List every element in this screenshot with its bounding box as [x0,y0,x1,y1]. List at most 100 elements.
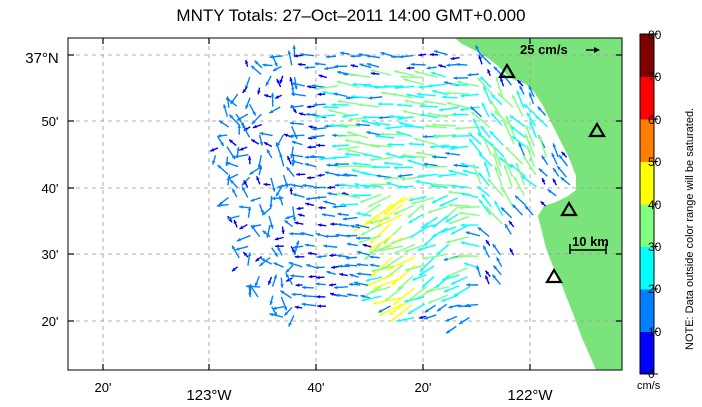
current-vector [256,175,261,185]
current-vector [304,243,315,247]
current-vector [241,124,251,138]
current-vector [242,86,248,94]
scale-bar: 10 km [569,234,609,254]
current-vector [209,147,219,152]
current-vector [509,247,515,256]
current-vector [227,215,240,220]
current-vector [492,264,502,276]
current-vector [356,236,371,240]
current-vector [283,306,293,317]
longitude-labels: 20' 123°W 40' 20' 122°W [95,380,554,404]
current-vector [439,197,458,207]
current-vector [452,112,469,117]
current-vector [263,182,271,187]
current-vector [418,265,435,277]
current-vector [373,121,391,126]
colorbar-tick-80: 80 [648,28,662,42]
current-vector [315,275,325,280]
current-vector [328,109,349,116]
current-vector [343,172,358,177]
current-vector [317,92,326,97]
current-vector [339,272,348,277]
lon-label-20: 20' [95,380,112,395]
current-vector [299,52,315,57]
current-vector [290,274,305,278]
current-vector [556,165,568,178]
current-vector [306,85,317,89]
plot-area: 25 cm/s 10 km [67,37,623,371]
current-vector [334,285,348,290]
current-vector [369,217,391,225]
current-vector [273,262,284,268]
current-vector [238,205,249,209]
current-vector [231,266,238,272]
current-vector [355,122,371,127]
current-vector [294,255,305,259]
current-vector [489,130,504,146]
colorbar-tick-10: 10 [648,325,662,339]
current-vector [291,82,305,87]
current-vector [524,205,534,216]
current-vector [380,132,403,136]
reference-arrow: 25 cm/s [520,42,600,57]
current-vector [465,231,481,237]
current-vector [285,272,293,285]
current-vector [338,123,361,127]
current-vector [465,303,479,308]
current-vector [481,102,490,118]
current-vector [326,163,338,167]
current-vector [356,262,369,267]
current-vector [271,247,279,257]
lat-label-50: 50' [42,114,59,129]
current-vector [294,221,304,225]
current-vector [233,154,249,159]
current-vector [407,159,427,167]
current-vector [456,80,479,88]
current-vector [331,265,340,269]
current-vector [503,164,513,188]
current-vector [336,254,349,258]
current-vector [337,99,358,105]
current-vector [482,245,490,258]
current-vector [297,213,305,217]
current-vector [541,177,546,185]
current-vector [406,66,415,70]
current-vector [369,263,380,268]
current-vector [423,216,438,227]
current-vector [263,141,273,148]
current-vector [350,54,361,58]
current-vector [525,124,535,147]
current-vector [430,71,446,78]
current-vector [362,243,372,248]
current-vector [490,112,503,126]
current-vector [340,183,359,188]
current-vector [283,133,293,138]
current-vector [337,212,349,216]
current-vector [466,283,479,287]
current-vector [270,177,276,192]
current-vector [421,276,435,288]
current-vector [423,162,438,167]
current-vector [369,244,392,254]
current-vector [470,106,482,118]
current-vector [310,134,325,139]
current-vector [288,315,295,327]
current-vector [523,103,537,117]
current-vector [304,163,317,168]
current-vector [477,77,493,95]
current-vector [274,236,284,241]
current-vector [359,63,372,69]
current-vector [419,256,435,272]
current-vector [324,171,337,176]
current-vector [492,144,502,168]
current-vector [455,62,468,67]
current-vector [423,314,437,320]
current-vector [386,256,416,271]
radar-station-marker [560,200,578,217]
colorbar [639,33,658,375]
current-vector [383,84,404,89]
current-vector [487,177,504,197]
current-vector [335,173,350,177]
current-vector [427,205,448,214]
current-vector [276,246,283,256]
